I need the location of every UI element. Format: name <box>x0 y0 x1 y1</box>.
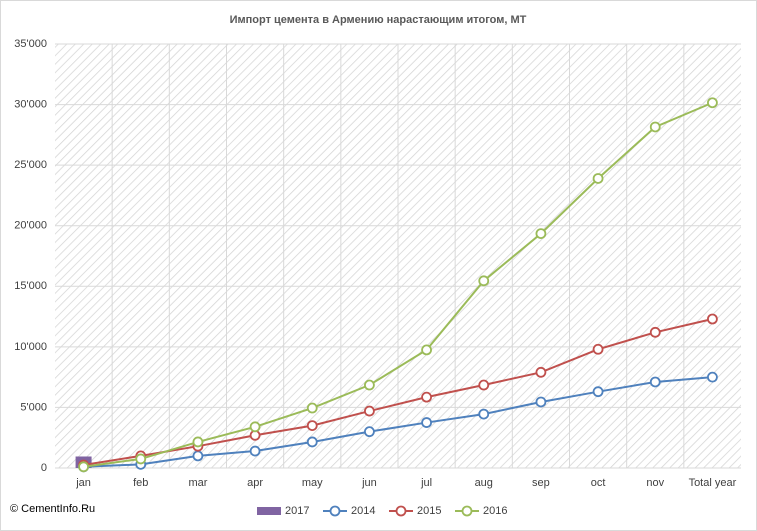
marker <box>707 371 718 383</box>
marker <box>707 97 718 109</box>
y-tick-label: 35'000 <box>14 38 47 50</box>
x-tick-label: Total year <box>689 477 737 489</box>
line <box>83 101 713 468</box>
marker <box>421 417 432 428</box>
legend-label: 2016 <box>483 505 507 517</box>
marker <box>249 421 261 433</box>
x-tick-label: feb <box>133 477 148 489</box>
legend-label: 2014 <box>351 505 375 517</box>
x-tick-label: jan <box>75 477 91 489</box>
marker <box>649 326 661 338</box>
y-tick-label: 25'000 <box>14 159 47 171</box>
marker <box>364 405 375 417</box>
marker <box>192 436 204 448</box>
marker <box>249 445 261 457</box>
x-tick-label: oct <box>591 477 606 489</box>
x-tick-label: apr <box>247 477 263 489</box>
chart-title: Импорт цемента в Армению нарастающим ито… <box>230 14 527 26</box>
marker <box>649 376 661 388</box>
x-tick-label: jul <box>420 477 432 489</box>
legend-marker <box>461 505 473 517</box>
marker <box>592 173 604 184</box>
y-tick-label: 15'000 <box>14 280 47 292</box>
x-tick-label: mar <box>188 477 207 489</box>
legend-swatch <box>257 507 281 515</box>
y-tick-label: 5'000 <box>20 401 47 413</box>
marker <box>135 453 147 465</box>
marker <box>306 420 318 432</box>
marker <box>478 408 490 420</box>
marker <box>535 366 547 378</box>
source: © CementInfo.Ru <box>10 503 95 515</box>
y-tick-label: 20'000 <box>14 220 47 232</box>
line <box>83 376 713 468</box>
marker <box>592 343 604 355</box>
marker <box>535 396 547 408</box>
marker <box>364 426 375 438</box>
marker <box>649 121 661 133</box>
legend-label: 2017 <box>285 505 309 517</box>
x-tick-label: may <box>302 477 323 489</box>
legend-label: 2015 <box>417 505 441 517</box>
x-tick-label: sep <box>532 477 550 489</box>
legend-marker <box>395 505 407 517</box>
x-tick-label: aug <box>475 477 493 489</box>
line <box>83 318 713 466</box>
marker <box>592 386 604 398</box>
x-tick-label: nov <box>646 477 664 489</box>
marker <box>421 391 432 403</box>
marker <box>306 402 318 414</box>
marker <box>478 275 490 287</box>
marker <box>364 379 375 391</box>
marker <box>707 313 718 325</box>
y-tick-label: 10'000 <box>14 341 47 353</box>
x-tick-label: jun <box>361 477 377 489</box>
marker <box>478 379 490 391</box>
marker <box>192 450 204 462</box>
legend-marker <box>329 505 341 517</box>
y-tick-label: 30'000 <box>14 98 47 110</box>
marker <box>306 436 318 448</box>
y-tick-label: 0 <box>41 462 47 474</box>
marker <box>78 461 89 473</box>
marker <box>421 344 432 356</box>
marker <box>535 228 547 239</box>
